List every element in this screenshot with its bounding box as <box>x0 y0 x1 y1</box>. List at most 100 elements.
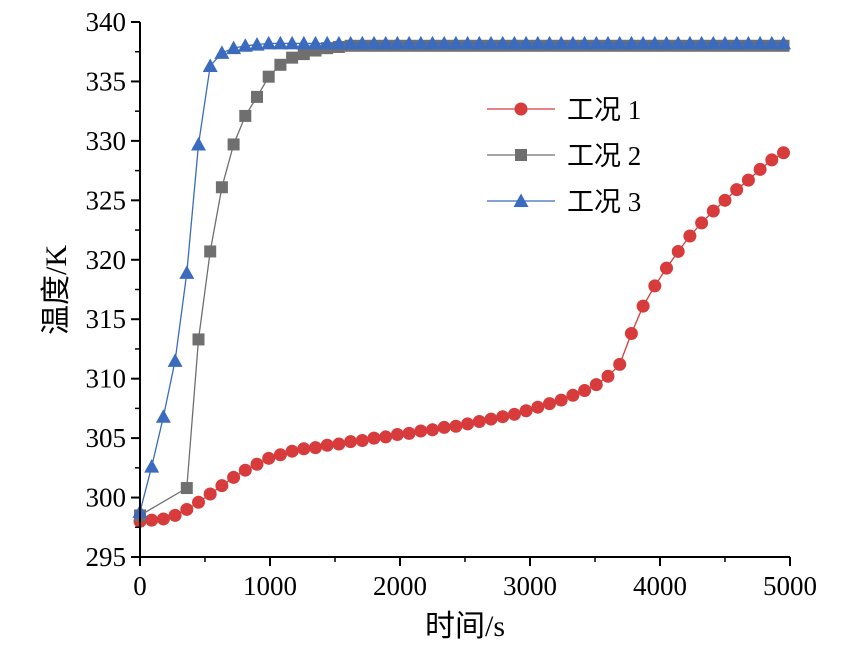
y-tick-label: 330 <box>86 126 127 156</box>
legend: 工况 1 工况 2 工况 3 <box>487 95 641 217</box>
data-point <box>249 37 265 51</box>
data-point <box>204 245 217 258</box>
data-point <box>215 479 229 493</box>
data-point <box>261 35 277 50</box>
y-ticks: 295 300 305 310 315 320 325 330 335 340 <box>86 7 140 572</box>
data-point <box>226 40 242 55</box>
data-point <box>461 417 475 431</box>
y-tick-label: 310 <box>86 364 127 394</box>
data-point <box>507 407 521 421</box>
data-point <box>297 48 310 61</box>
data-point <box>262 70 275 83</box>
data-point <box>764 35 780 50</box>
data-point <box>389 35 405 50</box>
y-tick-label: 340 <box>86 7 127 37</box>
x-ticks: 0 1000 2000 3000 4000 5000 <box>133 557 817 601</box>
data-point <box>354 35 370 50</box>
data-point <box>227 470 241 484</box>
data-point <box>740 35 756 50</box>
data-point <box>612 35 628 50</box>
data-point <box>647 35 663 50</box>
data-point <box>717 35 733 50</box>
data-point <box>272 35 288 50</box>
legend-label: 工况 3 <box>567 187 641 217</box>
data-point <box>202 58 218 72</box>
data-point <box>144 459 160 473</box>
data-point <box>496 410 510 424</box>
x-tick-label: 2000 <box>373 571 427 601</box>
y-axis-title: 温度/K <box>40 245 73 335</box>
data-point <box>578 384 592 398</box>
data-point <box>297 442 311 456</box>
data-point <box>765 153 779 167</box>
data-point <box>262 451 276 465</box>
data-point <box>203 487 217 501</box>
data-point <box>237 38 253 52</box>
data-point <box>437 420 451 434</box>
data-point <box>309 441 322 455</box>
data-point <box>168 508 182 522</box>
data-point <box>741 173 755 187</box>
plot-area <box>132 35 791 528</box>
data-point <box>167 353 183 367</box>
data-point <box>239 109 252 122</box>
data-point <box>682 35 698 50</box>
data-point <box>344 435 358 449</box>
data-point <box>471 35 487 50</box>
legend-item: 工况 2 <box>487 141 641 171</box>
series-line <box>139 45 784 516</box>
data-point <box>180 502 194 516</box>
series-line <box>139 42 784 512</box>
data-point <box>683 229 697 243</box>
legend-marker <box>514 102 528 116</box>
data-point <box>320 438 334 452</box>
data-point <box>648 279 662 293</box>
data-point <box>156 512 170 526</box>
data-point <box>238 463 252 477</box>
x-tick-label: 0 <box>133 571 147 601</box>
data-point <box>577 35 593 50</box>
data-point <box>192 333 205 346</box>
data-point <box>414 424 428 438</box>
data-point <box>390 428 404 442</box>
data-point <box>413 35 429 50</box>
data-point <box>401 35 417 50</box>
data-point <box>660 261 673 275</box>
y-tick-label: 315 <box>86 304 127 334</box>
data-point <box>332 437 346 451</box>
data-point <box>566 388 580 402</box>
data-point <box>600 35 616 50</box>
data-point <box>705 35 721 50</box>
data-point <box>730 183 744 197</box>
data-point <box>192 495 205 509</box>
data-point <box>179 265 195 279</box>
data-point <box>285 444 299 458</box>
data-point <box>227 138 240 151</box>
legend-item: 工况 1 <box>487 95 641 125</box>
legend-label: 工况 1 <box>567 95 641 125</box>
data-point <box>554 393 568 407</box>
data-point <box>718 193 732 207</box>
legend-item: 工况 3 <box>487 187 641 217</box>
data-point <box>284 35 300 50</box>
data-point <box>588 35 604 50</box>
data-point <box>636 299 650 313</box>
data-point <box>296 35 312 50</box>
series-line <box>139 152 784 522</box>
data-point <box>355 433 369 447</box>
x-tick-label: 3000 <box>503 571 557 601</box>
data-point <box>273 448 287 462</box>
data-point <box>613 357 627 371</box>
data-point <box>472 414 486 428</box>
data-point <box>623 35 639 50</box>
data-point <box>565 35 581 50</box>
data-point <box>214 45 230 59</box>
data-point <box>519 404 533 418</box>
data-point <box>426 423 439 437</box>
legend-marker <box>515 149 527 161</box>
data-point <box>460 35 476 50</box>
y-tick-label: 335 <box>86 66 127 96</box>
data-point <box>752 35 768 50</box>
data-point <box>776 35 791 50</box>
